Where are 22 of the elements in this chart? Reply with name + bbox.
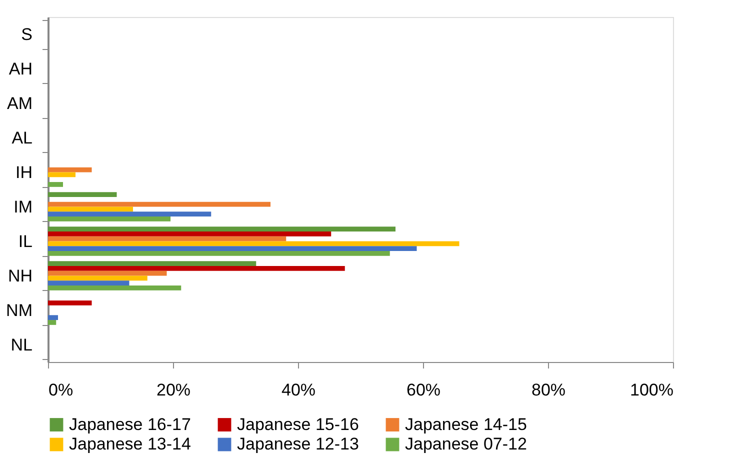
legend-label: Japanese 12-13 bbox=[237, 434, 359, 454]
x-tick-label: 80% bbox=[531, 380, 566, 400]
y-tick-label: NL bbox=[10, 335, 32, 354]
x-tick-label: 40% bbox=[281, 380, 316, 400]
x-tick-label: 0% bbox=[48, 380, 74, 400]
y-tick-label: AM bbox=[7, 94, 32, 113]
y-tick-label: NM bbox=[6, 300, 32, 320]
y-tick-label: IH bbox=[16, 162, 32, 182]
x-tick-label: 100% bbox=[630, 380, 674, 400]
y-tick-label: S bbox=[21, 24, 32, 44]
legend-label: Japanese 14-15 bbox=[405, 414, 527, 434]
x-tick-label: 20% bbox=[156, 380, 191, 400]
y-tick-label: IL bbox=[18, 232, 32, 251]
legend-label: Japanese 07-12 bbox=[405, 434, 527, 454]
y-tick-label: AL bbox=[12, 128, 32, 148]
y-tick-label: AH bbox=[8, 59, 32, 78]
y-tick-label: NH bbox=[8, 266, 32, 286]
y-tick-label: IM bbox=[14, 197, 32, 216]
legend-label: Japanese 13-14 bbox=[69, 434, 191, 454]
legend-label: Japanese 15-16 bbox=[237, 414, 359, 434]
x-tick-label: 60% bbox=[406, 380, 441, 400]
legend-label: Japanese 16-17 bbox=[69, 414, 191, 434]
